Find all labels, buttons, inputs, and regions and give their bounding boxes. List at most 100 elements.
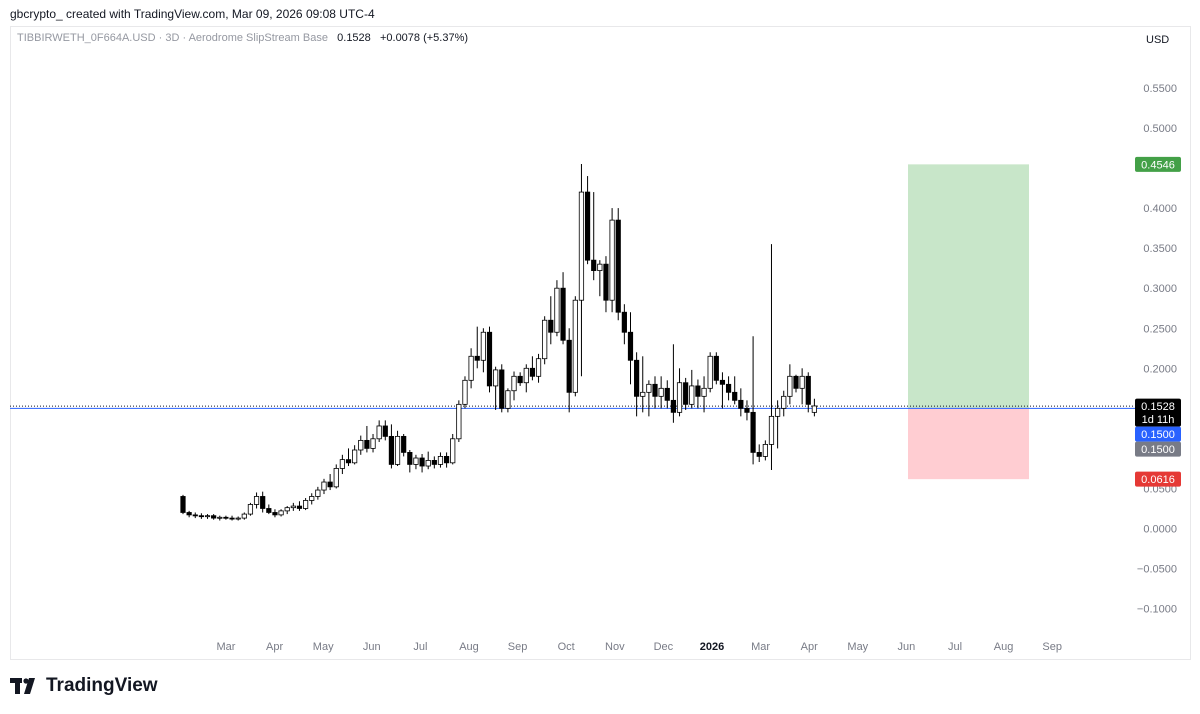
y-tick-label: 0.2500: [1143, 323, 1177, 335]
candle: [333, 464, 339, 489]
candle: [180, 494, 186, 515]
x-tick-label: Jul: [948, 641, 962, 653]
price-label-text: 0.4546: [1141, 159, 1175, 171]
candle: [597, 260, 603, 297]
symbol-name[interactable]: TIBBIRWETH_0F664A.USD · 3D · Aerodrome S…: [17, 32, 328, 44]
chart-credit: gbcrypto_ created with TradingView.com, …: [10, 7, 375, 21]
price-label-text: 0.1500: [1141, 444, 1175, 456]
y-tick-label: 0.3500: [1143, 243, 1177, 255]
candle: [266, 504, 272, 515]
candle: [364, 425, 370, 453]
candle: [419, 454, 425, 473]
candle: [701, 376, 707, 413]
candle: [621, 304, 627, 345]
candle: [278, 509, 284, 517]
y-tick-label: 0.5500: [1143, 83, 1177, 95]
tradingview-footer[interactable]: TradingView: [10, 675, 158, 697]
x-tick-label: Aug: [994, 641, 1014, 653]
symbol-info[interactable]: TIBBIRWETH_0F664A.USD · 3D · Aerodrome S…: [17, 32, 468, 44]
candle: [302, 498, 309, 511]
candle: [505, 388, 511, 413]
candle: [253, 492, 260, 509]
y-tick-label: 0.4000: [1143, 203, 1177, 215]
candle: [529, 356, 536, 381]
x-tick-label: Sep: [1042, 641, 1062, 653]
candle: [750, 336, 756, 465]
candle: [370, 433, 376, 453]
profit-zone[interactable]: [908, 164, 1029, 409]
x-tick-label: Nov: [605, 641, 625, 653]
candle: [566, 328, 572, 413]
currency-label[interactable]: USD: [1146, 34, 1170, 46]
x-tick-label: Apr: [266, 641, 283, 653]
candle: [425, 451, 431, 470]
candle: [683, 377, 689, 410]
candle: [211, 514, 217, 520]
candle: [805, 372, 811, 413]
candle: [793, 374, 799, 393]
price-label-entry-2: 0.1500: [1135, 441, 1181, 457]
candle: [664, 380, 670, 409]
y-tick-label: 0.0000: [1143, 524, 1177, 536]
price-label-entry: 0.1500: [1135, 426, 1181, 442]
candle: [719, 372, 726, 409]
candle: [290, 502, 296, 511]
x-tick-label: Aug: [459, 641, 479, 653]
x-tick-label: Oct: [558, 641, 575, 653]
candle: [676, 368, 683, 417]
candle: [352, 445, 358, 465]
candle: [358, 435, 364, 455]
candle: [603, 256, 609, 313]
candle: [548, 296, 554, 345]
y-tick-label: 0.3000: [1143, 283, 1177, 295]
price-label-target: 0.4546: [1135, 156, 1181, 172]
tradingview-logo-icon: [10, 678, 35, 694]
candle: [811, 398, 817, 417]
price-lines: [10, 405, 1135, 409]
candle: [339, 454, 345, 475]
candle: [223, 515, 229, 520]
candle: [229, 515, 235, 521]
candle: [186, 510, 192, 518]
candle: [272, 509, 278, 518]
y-tick-label: 0.5000: [1143, 123, 1177, 135]
candle: [431, 456, 437, 469]
candle: [241, 512, 247, 520]
candle: [744, 400, 750, 421]
candle: [732, 376, 738, 405]
y-axis[interactable]: 0.5500 0.5000 0.4000 0.3500 0.3000 0.2500 0.20…: [1137, 83, 1177, 616]
candle: [756, 444, 762, 463]
countdown-text: 1d 11h: [1142, 414, 1175, 426]
candle: [591, 192, 597, 281]
candle: [634, 352, 640, 417]
candle: [394, 430, 401, 467]
candle: [670, 344, 677, 423]
x-tick-label: Jul: [413, 641, 427, 653]
candle: [443, 452, 450, 468]
price-label-stop: 0.0616: [1135, 471, 1181, 487]
candle: [799, 368, 805, 405]
candles: [180, 164, 817, 521]
position-tool[interactable]: [908, 164, 1029, 480]
candle: [401, 433, 407, 457]
candle: [658, 376, 664, 409]
candle: [738, 388, 744, 417]
last-price: 0.1528: [337, 32, 371, 44]
candle: [584, 176, 591, 265]
candle: [198, 513, 204, 519]
candle: [235, 516, 241, 521]
candle: [499, 364, 505, 413]
candle: [437, 452, 444, 468]
candle: [376, 420, 382, 442]
candle: [609, 208, 615, 313]
candle: [260, 491, 266, 513]
y-tick-label: 0.2000: [1143, 363, 1177, 375]
candle: [572, 296, 578, 397]
candle: [204, 514, 211, 519]
candle: [388, 424, 395, 469]
loss-zone[interactable]: [908, 408, 1029, 480]
x-axis[interactable]: Mar Apr May Jun Jul Aug Sep Oct Nov Dec 2026 Mar Apr…: [217, 641, 1062, 653]
candle: [247, 502, 254, 516]
